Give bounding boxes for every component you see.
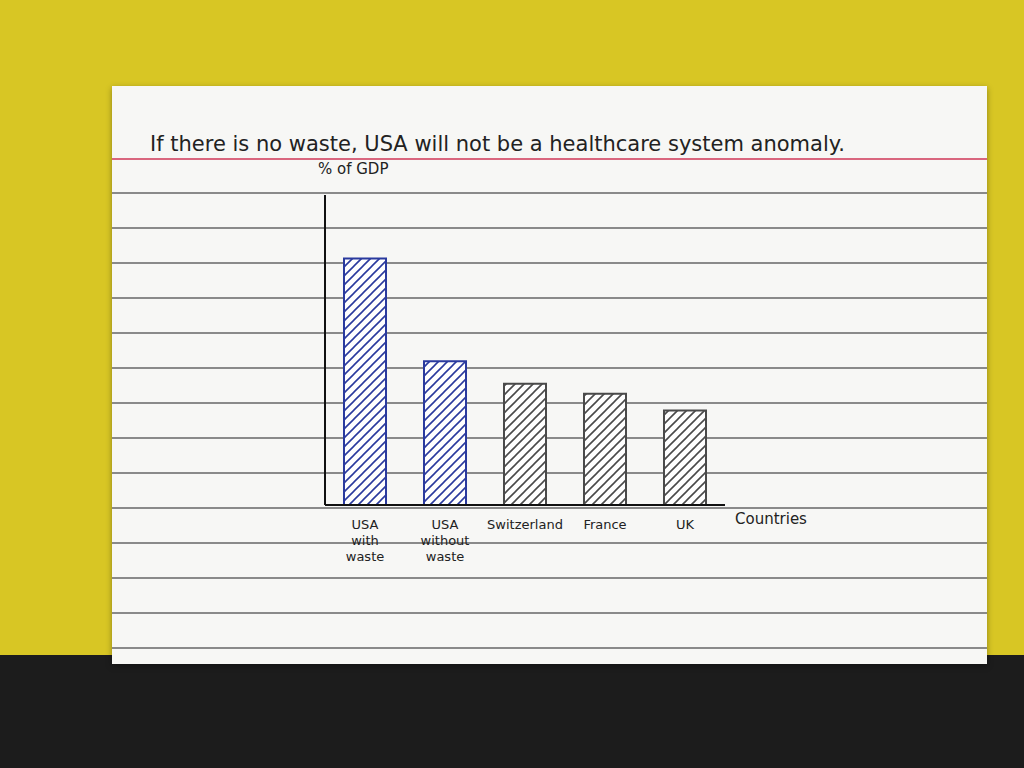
svg-text:USAwithwaste: USAwithwaste	[346, 517, 384, 564]
html-text:Countries: Countries	[735, 510, 807, 528]
html-text:% of GDP: % of GDP	[318, 160, 389, 178]
svg-text:USAwithoutwaste: USAwithoutwaste	[421, 517, 470, 564]
svg-text:France: France	[583, 517, 626, 532]
html-text:If there is no waste, USA will: If there is no waste, USA will not be a …	[150, 132, 845, 156]
svg-text:Switzerland: Switzerland	[487, 517, 563, 532]
svg-text:UK: UK	[676, 517, 695, 532]
